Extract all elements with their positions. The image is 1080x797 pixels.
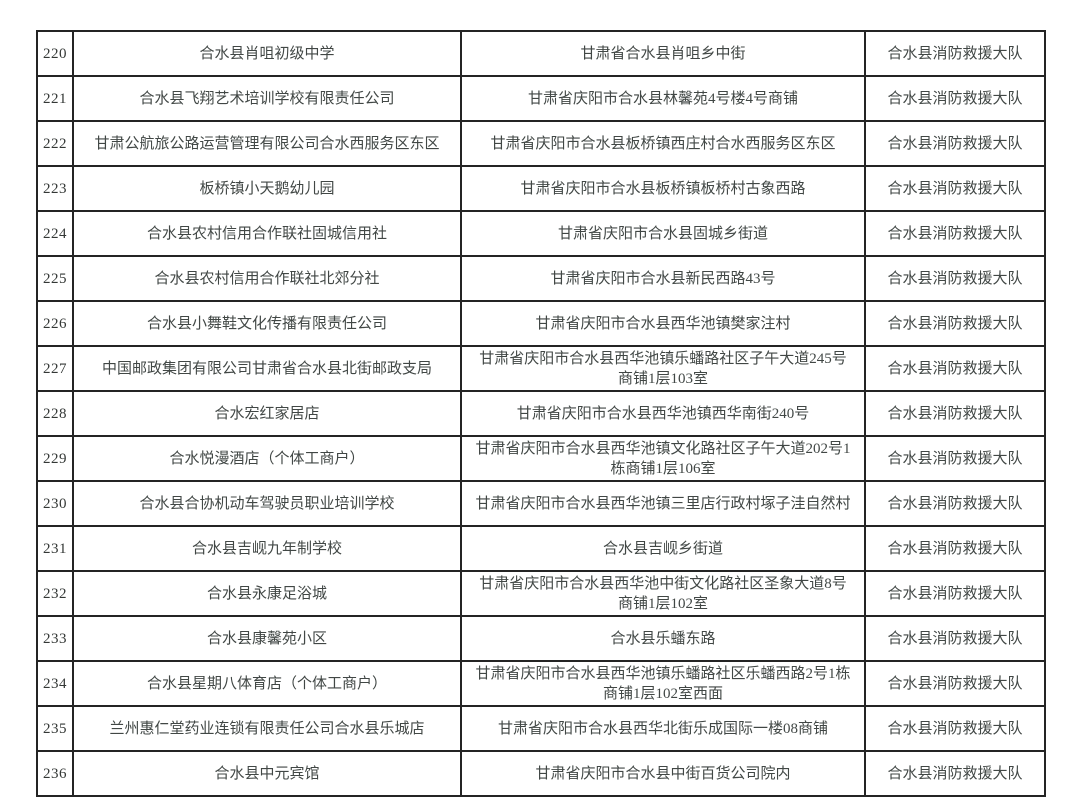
org-name-cell: 合水宏红家居店: [72, 390, 462, 437]
table-row: 234 合水县星期八体育店（个体工商户） 甘肃省庆阳市合水县西华池镇乐蟠路社区乐蟠西…: [36, 660, 1046, 707]
brigade-cell: 合水县消防救援大队: [864, 165, 1046, 212]
org-name-cell: 合水县星期八体育店（个体工商户）: [72, 660, 462, 707]
address-cell: 甘肃省庆阳市合水县固城乡街道: [460, 210, 866, 257]
table-row: 235 兰州惠仁堂药业连锁有限责任公司合水县乐城店 甘肃省庆阳市合水县西华北街乐成国…: [36, 705, 1046, 752]
address-cell: 甘肃省庆阳市合水县林馨苑4号楼4号商铺: [460, 75, 866, 122]
table-row: 224 合水县农村信用合作联社固城信用社 甘肃省庆阳市合水县固城乡街道 合水县消防救援…: [36, 210, 1046, 257]
row-number-cell: 234: [36, 660, 74, 707]
row-number-cell: 232: [36, 570, 74, 617]
address-cell: 甘肃省庆阳市合水县西华池镇乐蟠路社区乐蟠西路2号1栋商铺1层102室西面: [460, 660, 866, 707]
brigade-cell: 合水县消防救援大队: [864, 615, 1046, 662]
registry-table-body: 220 合水县肖咀初级中学 甘肃省合水县肖咀乡中街 合水县消防救援大队 221 合水县飞翔…: [36, 30, 1046, 797]
row-number-cell: 228: [36, 390, 74, 437]
brigade-cell: 合水县消防救援大队: [864, 750, 1046, 797]
fire-safety-registry-table: 220 合水县肖咀初级中学 甘肃省合水县肖咀乡中街 合水县消防救援大队 221 合水县飞翔…: [36, 30, 1046, 797]
brigade-cell: 合水县消防救援大队: [864, 705, 1046, 752]
brigade-cell: 合水县消防救援大队: [864, 30, 1046, 77]
table-row: 232 合水县永康足浴城 甘肃省庆阳市合水县西华池中街文化路社区圣象大道8号商铺1层…: [36, 570, 1046, 617]
brigade-cell: 合水县消防救援大队: [864, 210, 1046, 257]
org-name-cell: 合水县小舞鞋文化传播有限责任公司: [72, 300, 462, 347]
row-number-cell: 224: [36, 210, 74, 257]
table-row: 230 合水县合协机动车驾驶员职业培训学校 甘肃省庆阳市合水县西华池镇三里店行政村塚…: [36, 480, 1046, 527]
table-row: 229 合水悦漫酒店（个体工商户） 甘肃省庆阳市合水县西华池镇文化路社区子午大道20…: [36, 435, 1046, 482]
address-cell: 甘肃省庆阳市合水县西华池镇樊家注村: [460, 300, 866, 347]
org-name-cell: 板桥镇小天鹅幼儿园: [72, 165, 462, 212]
org-name-cell: 合水县吉岘九年制学校: [72, 525, 462, 572]
row-number-cell: 220: [36, 30, 74, 77]
brigade-cell: 合水县消防救援大队: [864, 75, 1046, 122]
row-number-cell: 235: [36, 705, 74, 752]
row-number-cell: 222: [36, 120, 74, 167]
org-name-cell: 甘肃公航旅公路运营管理有限公司合水西服务区东区: [72, 120, 462, 167]
document-page: 220 合水县肖咀初级中学 甘肃省合水县肖咀乡中街 合水县消防救援大队 221 合水县飞翔…: [36, 30, 1046, 797]
address-cell: 甘肃省庆阳市合水县西华池中街文化路社区圣象大道8号商铺1层102室: [460, 570, 866, 617]
address-cell: 甘肃省庆阳市合水县西华池镇西华南街240号: [460, 390, 866, 437]
brigade-cell: 合水县消防救援大队: [864, 255, 1046, 302]
row-number-cell: 236: [36, 750, 74, 797]
address-cell: 甘肃省庆阳市合水县板桥镇西庄村合水西服务区东区: [460, 120, 866, 167]
table-row: 226 合水县小舞鞋文化传播有限责任公司 甘肃省庆阳市合水县西华池镇樊家注村 合水县消…: [36, 300, 1046, 347]
org-name-cell: 合水县永康足浴城: [72, 570, 462, 617]
brigade-cell: 合水县消防救援大队: [864, 120, 1046, 167]
table-row: 227 中国邮政集团有限公司甘肃省合水县北街邮政支局 甘肃省庆阳市合水县西华池镇乐蟠…: [36, 345, 1046, 392]
address-cell: 甘肃省庆阳市合水县板桥镇板桥村古象西路: [460, 165, 866, 212]
brigade-cell: 合水县消防救援大队: [864, 300, 1046, 347]
table-row: 228 合水宏红家居店 甘肃省庆阳市合水县西华池镇西华南街240号 合水县消防救援大队: [36, 390, 1046, 437]
org-name-cell: 合水县农村信用合作联社北郊分社: [72, 255, 462, 302]
address-cell: 甘肃省庆阳市合水县西华北街乐成国际一楼08商铺: [460, 705, 866, 752]
brigade-cell: 合水县消防救援大队: [864, 390, 1046, 437]
brigade-cell: 合水县消防救援大队: [864, 480, 1046, 527]
org-name-cell: 合水县飞翔艺术培训学校有限责任公司: [72, 75, 462, 122]
row-number-cell: 233: [36, 615, 74, 662]
table-row: 233 合水县康馨苑小区 合水县乐蟠东路 合水县消防救援大队: [36, 615, 1046, 662]
address-cell: 合水县吉岘乡街道: [460, 525, 866, 572]
table-row: 221 合水县飞翔艺术培训学校有限责任公司 甘肃省庆阳市合水县林馨苑4号楼4号商铺合…: [36, 75, 1046, 122]
address-cell: 甘肃省庆阳市合水县西华池镇乐蟠路社区子午大道245号商铺1层103室: [460, 345, 866, 392]
address-cell: 合水县乐蟠东路: [460, 615, 866, 662]
brigade-cell: 合水县消防救援大队: [864, 525, 1046, 572]
org-name-cell: 合水县康馨苑小区: [72, 615, 462, 662]
org-name-cell: 合水县肖咀初级中学: [72, 30, 462, 77]
table-row: 223 板桥镇小天鹅幼儿园 甘肃省庆阳市合水县板桥镇板桥村古象西路 合水县消防救援大队: [36, 165, 1046, 212]
row-number-cell: 227: [36, 345, 74, 392]
row-number-cell: 225: [36, 255, 74, 302]
address-cell: 甘肃省庆阳市合水县西华池镇三里店行政村塚子洼自然村: [460, 480, 866, 527]
brigade-cell: 合水县消防救援大队: [864, 660, 1046, 707]
row-number-cell: 226: [36, 300, 74, 347]
table-row: 231 合水县吉岘九年制学校 合水县吉岘乡街道 合水县消防救援大队: [36, 525, 1046, 572]
table-row: 236 合水县中元宾馆 甘肃省庆阳市合水县中街百货公司院内 合水县消防救援大队: [36, 750, 1046, 797]
row-number-cell: 223: [36, 165, 74, 212]
row-number-cell: 229: [36, 435, 74, 482]
brigade-cell: 合水县消防救援大队: [864, 345, 1046, 392]
org-name-cell: 合水县合协机动车驾驶员职业培训学校: [72, 480, 462, 527]
row-number-cell: 230: [36, 480, 74, 527]
org-name-cell: 中国邮政集团有限公司甘肃省合水县北街邮政支局: [72, 345, 462, 392]
org-name-cell: 合水悦漫酒店（个体工商户）: [72, 435, 462, 482]
brigade-cell: 合水县消防救援大队: [864, 570, 1046, 617]
org-name-cell: 合水县中元宾馆: [72, 750, 462, 797]
brigade-cell: 合水县消防救援大队: [864, 435, 1046, 482]
address-cell: 甘肃省庆阳市合水县新民西路43号: [460, 255, 866, 302]
table-row: 225 合水县农村信用合作联社北郊分社 甘肃省庆阳市合水县新民西路43号 合水县消防救…: [36, 255, 1046, 302]
table-row: 222 甘肃公航旅公路运营管理有限公司合水西服务区东区 甘肃省庆阳市合水县板桥镇西庄…: [36, 120, 1046, 167]
table-row: 220 合水县肖咀初级中学 甘肃省合水县肖咀乡中街 合水县消防救援大队: [36, 30, 1046, 77]
row-number-cell: 221: [36, 75, 74, 122]
row-number-cell: 231: [36, 525, 74, 572]
org-name-cell: 兰州惠仁堂药业连锁有限责任公司合水县乐城店: [72, 705, 462, 752]
address-cell: 甘肃省庆阳市合水县西华池镇文化路社区子午大道202号1栋商铺1层106室: [460, 435, 866, 482]
address-cell: 甘肃省庆阳市合水县中街百货公司院内: [460, 750, 866, 797]
address-cell: 甘肃省合水县肖咀乡中街: [460, 30, 866, 77]
org-name-cell: 合水县农村信用合作联社固城信用社: [72, 210, 462, 257]
